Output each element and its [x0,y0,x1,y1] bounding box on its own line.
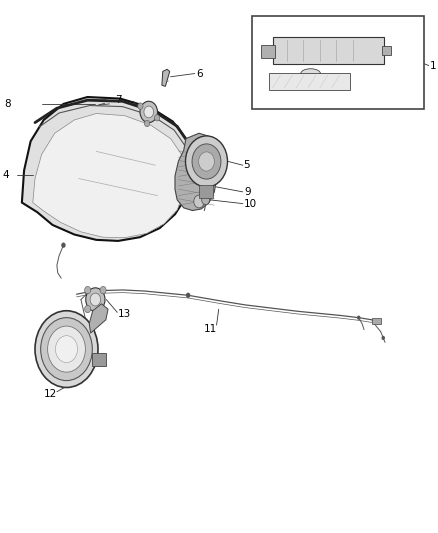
Polygon shape [33,114,186,238]
Text: 2: 2 [380,72,386,82]
Circle shape [357,316,360,320]
Text: 7: 7 [115,95,121,105]
Circle shape [145,120,150,127]
Circle shape [198,152,214,171]
Circle shape [155,115,160,121]
Text: 3: 3 [315,90,321,100]
Polygon shape [89,304,108,333]
Polygon shape [22,97,192,241]
Circle shape [100,286,106,294]
FancyBboxPatch shape [382,46,391,55]
Polygon shape [162,69,170,86]
Circle shape [85,286,91,294]
Circle shape [144,106,154,118]
Text: 10: 10 [244,199,257,208]
Circle shape [48,326,85,372]
FancyBboxPatch shape [92,353,106,366]
Text: 9: 9 [244,187,251,197]
Circle shape [86,288,105,311]
Circle shape [56,336,78,362]
Polygon shape [175,133,216,211]
Bar [251,16,424,109]
Circle shape [85,290,90,296]
Text: 1: 1 [430,61,436,70]
Circle shape [381,336,385,340]
Text: 11: 11 [203,325,217,334]
Circle shape [194,143,204,156]
Text: 12: 12 [44,390,57,399]
Text: 13: 13 [118,310,131,319]
FancyBboxPatch shape [261,45,275,58]
Circle shape [194,195,204,208]
Circle shape [201,195,209,205]
Circle shape [61,243,66,248]
Circle shape [186,136,227,187]
Text: 8: 8 [4,100,11,109]
FancyBboxPatch shape [269,73,350,90]
Circle shape [138,103,143,109]
Circle shape [140,101,158,123]
Circle shape [35,311,98,387]
Text: 4: 4 [2,170,9,180]
Text: 6: 6 [196,69,203,78]
Ellipse shape [301,69,321,78]
Circle shape [192,144,221,179]
Circle shape [186,293,190,298]
Polygon shape [203,183,213,190]
Circle shape [41,318,92,381]
FancyBboxPatch shape [272,37,384,64]
FancyBboxPatch shape [372,318,381,324]
Circle shape [90,293,101,306]
FancyBboxPatch shape [199,185,213,198]
Text: 5: 5 [244,160,250,170]
Circle shape [85,305,91,313]
